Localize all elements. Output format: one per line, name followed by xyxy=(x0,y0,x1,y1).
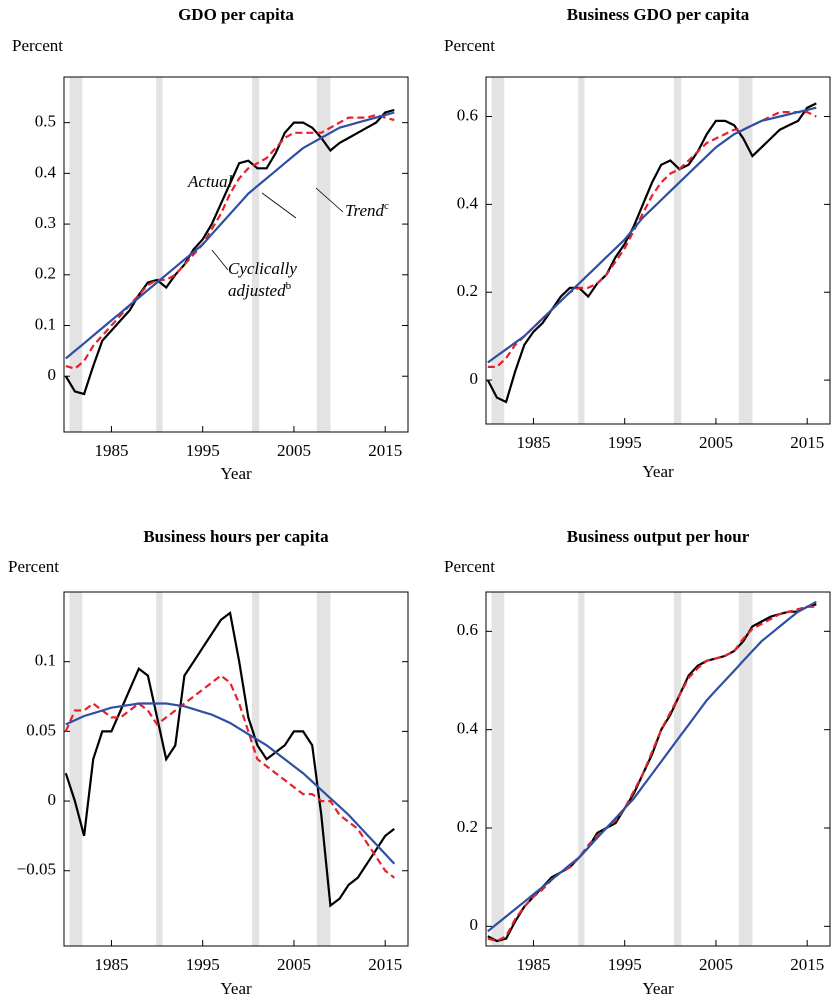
chart-title: GDO per capita xyxy=(178,5,294,24)
x-tick-label: 2005 xyxy=(699,433,733,452)
y-tick-label: 0 xyxy=(470,915,479,934)
y-tick-label: 0.1 xyxy=(35,314,56,333)
plot-frame xyxy=(485,591,831,947)
y-tick-label: 0.05 xyxy=(26,720,56,739)
recession-band xyxy=(316,77,331,432)
recession-band xyxy=(69,77,83,432)
recession-band xyxy=(491,592,505,946)
x-tick-label: 1995 xyxy=(186,441,220,460)
annotation-text: Actual xyxy=(187,172,233,191)
x-tick-label: 2005 xyxy=(277,955,311,974)
series-line xyxy=(487,111,817,368)
y-axis-label: Percent xyxy=(12,36,63,55)
annotation-leader xyxy=(315,187,344,213)
annotation-text: Trend xyxy=(345,201,385,220)
y-tick-label: 0.2 xyxy=(457,281,478,300)
annotation: Cyclically xyxy=(228,259,297,278)
y-tick-label: 0 xyxy=(48,790,57,809)
x-tick-label: 2015 xyxy=(368,955,402,974)
x-tick-label: 2005 xyxy=(699,955,733,974)
y-tick-label: 0.2 xyxy=(457,817,478,836)
plot-frame xyxy=(63,591,409,947)
series-line xyxy=(65,702,396,865)
x-tick-label: 1995 xyxy=(186,955,220,974)
series-line xyxy=(486,102,817,404)
series-line xyxy=(64,674,395,879)
recession-band xyxy=(69,592,83,946)
x-tick-label: 2005 xyxy=(277,441,311,460)
y-axis-label: Percent xyxy=(444,557,495,576)
y-tick-label: 0.4 xyxy=(457,193,479,212)
annotation: Trendc xyxy=(345,200,389,220)
recession-band xyxy=(156,77,163,432)
recession-band xyxy=(738,77,753,424)
recession-band xyxy=(738,592,753,946)
panel: Business GDO per capita Percent Year 0 0.2 0.… xyxy=(444,5,831,481)
annotation: Actual xyxy=(187,172,233,191)
chart-title: Business hours per capita xyxy=(143,527,329,546)
series-line xyxy=(487,106,817,364)
annotation-text: Cyclically xyxy=(228,259,297,278)
annotation-leader xyxy=(261,192,297,219)
series-line xyxy=(487,600,817,933)
y-tick-label: 0.4 xyxy=(457,719,479,738)
x-tick-label: 2015 xyxy=(790,955,824,974)
y-tick-label: 0.5 xyxy=(35,112,56,131)
recession-band xyxy=(673,77,682,424)
recession-band xyxy=(578,592,585,946)
recession-band xyxy=(578,77,585,424)
annotation-superscript: b xyxy=(286,280,292,292)
y-axis-label: Percent xyxy=(444,36,495,55)
y-tick-label: −0.05 xyxy=(17,860,56,879)
recession-band xyxy=(491,77,505,424)
x-axis-label: Year xyxy=(220,464,252,483)
y-tick-label: 0.1 xyxy=(35,651,56,670)
x-tick-label: 2015 xyxy=(368,441,402,460)
y-tick-label: 0 xyxy=(470,369,479,388)
series-line xyxy=(64,108,395,396)
chart-title: Business GDO per capita xyxy=(567,5,750,24)
recession-band xyxy=(673,592,682,946)
recession-band xyxy=(251,592,260,946)
y-tick-label: 0.6 xyxy=(457,620,478,639)
chart-title: Business output per hour xyxy=(567,527,750,546)
plot-frame xyxy=(485,76,831,425)
annotation-text: adjusted xyxy=(228,281,286,300)
y-tick-label: 0.3 xyxy=(35,213,56,232)
x-axis-label: Year xyxy=(220,979,252,998)
recession-band xyxy=(316,592,331,946)
x-tick-label: 1985 xyxy=(516,433,550,452)
panel: GDO per capita Percent Year 0 0.1 0.2 0.3 0.4 0.… xyxy=(12,5,409,483)
annotation-superscript: c xyxy=(384,200,389,212)
y-tick-label: 0 xyxy=(48,365,57,384)
x-tick-label: 1995 xyxy=(608,433,642,452)
x-axis-label: Year xyxy=(642,979,674,998)
y-tick-label: 0.6 xyxy=(457,105,478,124)
x-axis-label: Year xyxy=(642,462,674,481)
recession-band xyxy=(251,77,260,432)
panel: Business hours per capita Percent Year −0.0… xyxy=(8,527,409,998)
y-tick-label: 0.2 xyxy=(35,264,56,283)
series-line xyxy=(64,610,395,908)
y-axis-label: Percent xyxy=(8,557,59,576)
panel: Business output per hour Percent Year 0 0.2 0… xyxy=(444,527,831,998)
annotation-leader xyxy=(211,249,229,271)
series-line xyxy=(487,605,817,943)
x-tick-label: 1985 xyxy=(94,955,128,974)
x-tick-label: 2015 xyxy=(790,433,824,452)
series-line xyxy=(65,111,395,360)
plot-frame xyxy=(63,76,409,433)
x-tick-label: 1985 xyxy=(94,441,128,460)
y-tick-label: 0.4 xyxy=(35,162,57,181)
x-tick-label: 1985 xyxy=(516,955,550,974)
series-line xyxy=(65,113,395,370)
x-tick-label: 1995 xyxy=(608,955,642,974)
annotation: adjustedb xyxy=(228,280,292,300)
recession-band xyxy=(156,592,163,946)
